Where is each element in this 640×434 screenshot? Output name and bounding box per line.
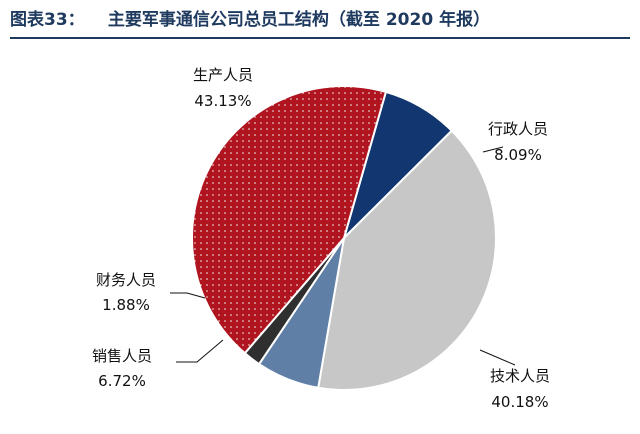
pie-slice-technical	[317, 129, 497, 391]
leader-line-admin	[482, 146, 504, 153]
slice-label-production: 生产人员	[193, 66, 253, 84]
slice-label-finance: 财务人员	[96, 271, 156, 289]
leader-lines	[170, 146, 516, 366]
title-underline	[10, 37, 630, 39]
slice-label-sales: 销售人员	[92, 347, 152, 365]
leader-line-technical	[479, 349, 516, 366]
slice-percent-production: 43.13%	[194, 92, 251, 110]
slice-label-technical: 技术人员	[490, 367, 550, 385]
pie-slice-production	[191, 85, 388, 355]
slice-percent-admin: 8.09%	[494, 146, 542, 164]
slice-percent-technical: 40.18%	[491, 393, 548, 411]
slice-label-admin: 行政人员	[488, 120, 548, 138]
figure-title-text: 主要军事通信公司总员工结构（截至 2020 年报）	[107, 10, 491, 30]
figure-number: 图表33：	[10, 10, 85, 30]
slice-labels: 行政人员 8.09% 技术人员 40.18% 销售人员 6.72% 财务人员 1.88% 生产人…	[92, 66, 550, 411]
leader-line-sales	[176, 339, 224, 363]
leader-line-finance	[170, 292, 206, 299]
chart-title: 图表33： 主要军事通信公司总员工结构（截至 2020 年报）	[10, 8, 630, 32]
pie-slices	[191, 85, 497, 391]
slice-percent-finance: 1.88%	[102, 296, 150, 314]
slice-percent-sales: 6.72%	[98, 372, 146, 390]
